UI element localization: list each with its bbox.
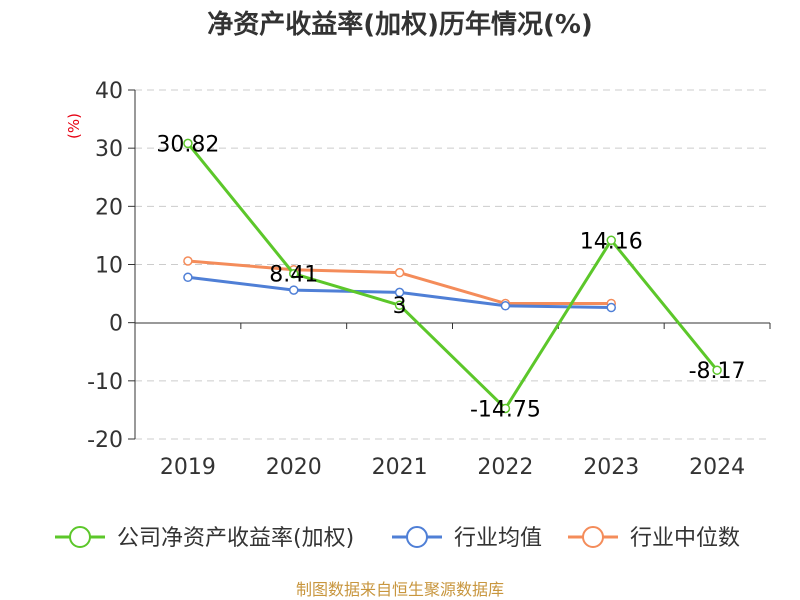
x-tick-label: 2020 xyxy=(266,455,322,480)
data-label: -14.75 xyxy=(470,397,541,422)
data-label: -8.17 xyxy=(689,359,746,384)
data-point xyxy=(394,267,405,278)
y-tick-label: -20 xyxy=(87,428,123,453)
data-point xyxy=(606,235,616,246)
data-point xyxy=(500,403,511,414)
data-point xyxy=(183,272,193,283)
x-tick-label: 2019 xyxy=(160,455,216,480)
series-layer xyxy=(183,138,722,414)
y-tick-label: -10 xyxy=(87,370,123,395)
data-label: 8.41 xyxy=(269,263,318,288)
y-tick-label: 20 xyxy=(95,195,123,220)
data-point xyxy=(183,138,193,149)
x-axis: 2019 2020 2021 2022 2023 2024 xyxy=(134,322,771,480)
data-point xyxy=(500,301,511,311)
legend-marker xyxy=(69,526,91,548)
legend-marker xyxy=(582,526,604,548)
data-point xyxy=(289,268,299,279)
data-source-note: 制图数据来自恒生聚源数据库 xyxy=(296,580,504,599)
legend-label: 行业中位数 xyxy=(630,526,740,551)
data-point xyxy=(394,300,405,310)
legend-marker xyxy=(406,526,428,548)
data-point xyxy=(289,285,299,295)
data-labels: 30.82 8.41 3 -14.75 14.16 -8.17 xyxy=(156,132,745,422)
x-tick-label: 2024 xyxy=(689,455,745,480)
legend-label: 行业均值 xyxy=(454,526,542,551)
x-tick-label: 2021 xyxy=(372,455,428,480)
x-tick-label: 2023 xyxy=(583,455,639,480)
y-tick-label: 40 xyxy=(95,79,123,104)
data-point xyxy=(394,287,405,298)
grid-lines xyxy=(135,89,770,440)
data-label: 30.82 xyxy=(156,132,219,157)
legend-label: 公司净资产收益率(加权) xyxy=(117,526,354,551)
series-line xyxy=(186,142,719,410)
legend: 公司净资产收益率(加权) 行业均值 行业中位数 xyxy=(55,526,740,551)
y-tick-label: 0 xyxy=(109,312,123,337)
data-point xyxy=(183,256,193,266)
x-tick-label: 2022 xyxy=(477,455,533,480)
data-label: 14.16 xyxy=(580,229,643,254)
y-axis-ticks: 40 30 20 10 0 -10 -20 xyxy=(87,79,136,453)
data-label: 3 xyxy=(393,294,407,319)
y-tick-label: 10 xyxy=(95,254,123,279)
y-axis-label: (%) xyxy=(65,113,83,139)
data-point xyxy=(606,302,616,313)
chart-title: 净资产收益率(加权)历年情况(%) xyxy=(207,9,593,40)
data-point xyxy=(712,365,722,375)
y-tick-label: 30 xyxy=(95,137,123,162)
